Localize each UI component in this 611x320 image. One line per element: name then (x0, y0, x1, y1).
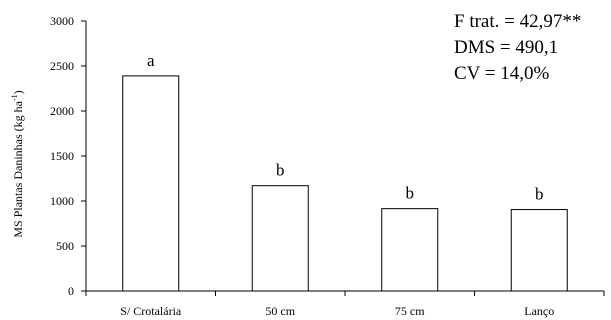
bar (122, 75, 180, 292)
y-tick-label: 3000 (50, 14, 74, 28)
y-tick-label: 1000 (50, 194, 74, 208)
y-tick-label: 2500 (50, 59, 74, 73)
y-axis-ticks: 0 500 1000 1500 2000 2500 3000 (50, 14, 86, 298)
stats-annotation: F trat. = 42,97** DMS = 490,1 CV = 14,0% (454, 11, 581, 84)
x-tick-label: 75 cm (395, 304, 425, 318)
x-axis-ticks: S/ Crotalária 50 cm 75 cm Lanço (85, 291, 605, 318)
significance-letter: b (276, 161, 285, 180)
x-tick-label: 50 cm (265, 304, 295, 318)
x-tick-label: Lanço (524, 304, 554, 318)
y-tick-label: 1500 (50, 149, 74, 163)
stats-line: F trat. = 42,97** (454, 11, 581, 32)
bar (510, 209, 568, 292)
y-tick-label: 500 (56, 239, 74, 253)
y-tick-label: 0 (68, 284, 74, 298)
significance-letters: a b b b (147, 51, 544, 204)
stats-line: DMS = 490,1 (454, 37, 558, 58)
stats-line: CV = 14,0% (454, 63, 550, 84)
y-tick-label: 2000 (50, 104, 74, 118)
bars (122, 75, 568, 292)
x-tick-label: S/ Crotalária (120, 304, 182, 318)
y-axis-label-superscript: -1 (10, 94, 19, 101)
y-axis-label: MS Plantas Daninhas (kg ha-1) (10, 90, 25, 237)
significance-letter: b (535, 185, 544, 204)
y-axis-label-close: ) (11, 90, 25, 94)
significance-letter: b (406, 184, 415, 203)
y-axis-label-main: MS Plantas Daninhas (kg ha (11, 100, 25, 237)
significance-letter: a (147, 51, 155, 70)
bar (381, 208, 439, 292)
bar (251, 185, 309, 292)
